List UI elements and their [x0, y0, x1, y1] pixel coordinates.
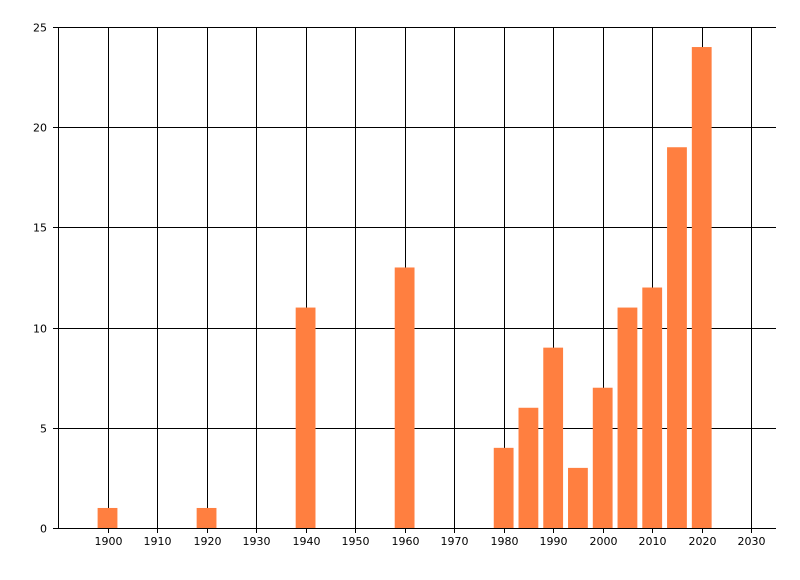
x-tick-label: 1930 — [243, 535, 271, 548]
y-tick-label: 25 — [33, 22, 47, 35]
x-tick-label: 1940 — [293, 535, 321, 548]
x-tick-label: 1960 — [392, 535, 420, 548]
x-tick-label: 1980 — [491, 535, 519, 548]
bar-2010 — [642, 287, 663, 528]
bar-1990 — [543, 347, 564, 528]
chart-bars — [97, 47, 712, 529]
x-tick-label: 1970 — [441, 535, 469, 548]
x-tick-label: 1950 — [342, 535, 370, 548]
bar-1900 — [97, 507, 118, 528]
x-tick-label: 2020 — [689, 535, 717, 548]
chart-axes — [58, 27, 776, 529]
bar-1960 — [394, 267, 415, 528]
bar-1980 — [493, 447, 514, 528]
bar-1995 — [568, 467, 588, 528]
y-tick-label: 0 — [40, 523, 47, 536]
bar-1985 — [518, 407, 539, 528]
y-tick-label: 20 — [33, 122, 47, 135]
x-tick-label: 1920 — [194, 535, 222, 548]
chart-tick-labels: 1900 1910 1920 1930 1940 1950 1960 1970 1980 1990… — [33, 22, 766, 549]
bar-1920 — [196, 507, 217, 528]
x-tick-label: 1900 — [95, 535, 123, 548]
bar-2005 — [617, 307, 638, 528]
x-tick-label: 1910 — [144, 535, 172, 548]
x-tick-label: 2010 — [639, 535, 667, 548]
bar-1940 — [295, 307, 316, 528]
y-tick-label: 5 — [40, 423, 47, 436]
bar-2020 — [691, 47, 712, 528]
bar-2000 — [592, 387, 613, 528]
x-tick-label: 1990 — [540, 535, 568, 548]
y-tick-label: 10 — [33, 323, 47, 336]
y-tick-label: 15 — [33, 222, 47, 235]
bar-2015 — [667, 147, 687, 529]
x-tick-label: 2000 — [590, 535, 618, 548]
x-tick-label: 2030 — [738, 535, 766, 548]
